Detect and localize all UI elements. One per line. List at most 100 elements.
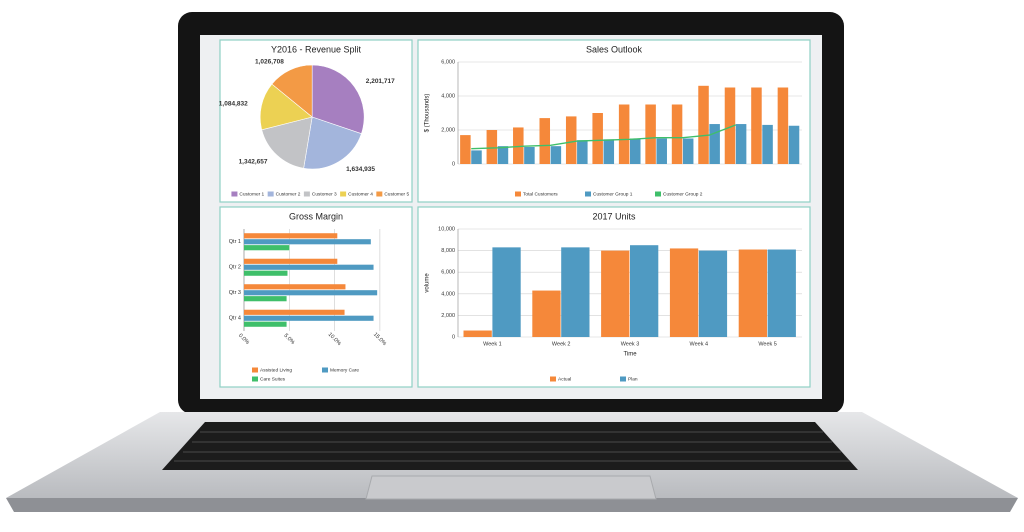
bar [630, 245, 659, 337]
bar [244, 321, 287, 327]
chart-title: Sales Outlook [586, 44, 643, 54]
bar [618, 104, 630, 164]
bar [244, 270, 288, 276]
bar [777, 87, 789, 164]
legend-swatch [340, 191, 347, 197]
bar [244, 290, 378, 296]
pie-slice [259, 83, 313, 131]
y-tick-label: 6,000 [441, 59, 455, 65]
bar [244, 264, 374, 270]
bar [565, 116, 577, 164]
legend-swatch [322, 367, 328, 373]
legend-label: Memory Care [330, 367, 359, 373]
legend-label: Plan [628, 376, 638, 382]
base-edge [6, 498, 1018, 512]
bar [698, 250, 728, 337]
legend-swatch [620, 376, 626, 382]
legend-label: Customer 5 [384, 191, 409, 197]
y-tick-label: Qtr 4 [229, 316, 241, 322]
bar [244, 258, 338, 264]
pie-slice [311, 64, 365, 135]
x-axis-label: Time [623, 352, 637, 358]
x-tick-label: Week 4 [690, 341, 709, 347]
slice-label: 1,084,832 [219, 100, 248, 107]
pie-slice [271, 64, 313, 118]
legend-label: Customer 1 [239, 191, 264, 197]
legend-label: Assisted Living [260, 367, 292, 373]
y-tick-label: 4,000 [441, 291, 455, 297]
slice-label: 1,634,935 [346, 166, 375, 173]
legend-swatch [252, 367, 258, 373]
bar [669, 248, 699, 337]
bar [244, 309, 345, 315]
bar [601, 250, 630, 337]
bar [513, 127, 524, 164]
legend-swatch [376, 191, 383, 197]
legend-swatch [252, 376, 258, 382]
bar [735, 124, 747, 164]
bar [561, 247, 590, 337]
slice-label: 1,342,657 [239, 159, 268, 166]
legend-label: Customer Group 1 [593, 191, 633, 197]
y-tick-label: 2,000 [441, 127, 455, 133]
bar [645, 104, 656, 164]
legend-label: Customer 4 [348, 191, 373, 197]
legend-label: Actual [558, 376, 571, 382]
bar [738, 249, 767, 337]
bar [524, 147, 535, 164]
bar [724, 87, 736, 164]
bar [788, 125, 800, 164]
y-tick-label: 2,000 [441, 313, 455, 319]
legend-swatch [550, 376, 556, 382]
chart-title: Gross Margin [289, 211, 343, 221]
bar [656, 138, 667, 164]
chart-title: Y2016 - Revenue Split [271, 44, 362, 54]
bar [682, 138, 694, 164]
bar [463, 330, 492, 337]
bar [698, 85, 709, 164]
y-tick-label: 8,000 [441, 248, 455, 254]
chart-title: 2017 Units [592, 211, 636, 221]
panels [219, 39, 811, 388]
bar [244, 315, 374, 321]
y-tick-label: Qtr 2 [229, 265, 241, 271]
bar [671, 104, 683, 164]
legend-label: Total Customers [523, 191, 558, 197]
bar [630, 138, 641, 164]
bar [497, 146, 509, 164]
y-tick-label: 0 [452, 161, 455, 167]
y-tick-label: 10,000 [438, 226, 455, 232]
keyboard-rows [174, 431, 850, 462]
legend-swatch [585, 191, 591, 197]
bar [767, 249, 796, 337]
pie-slice [261, 116, 313, 169]
legend-label: Customer Group 2 [663, 191, 703, 197]
y-axis-label: $ (Thousands) [425, 94, 431, 133]
bar [577, 140, 588, 164]
bar [244, 239, 371, 245]
touchpad [365, 475, 657, 500]
bar [550, 146, 562, 164]
legend-swatch [231, 191, 238, 197]
bar [751, 87, 762, 164]
y-tick-label: Qtr 3 [229, 290, 241, 296]
bar [492, 247, 521, 337]
bar [244, 245, 290, 251]
bar [539, 118, 551, 164]
x-tick-label: Week 5 [758, 341, 777, 347]
bar [592, 113, 603, 164]
bar [762, 124, 773, 164]
legend-label: Customer 2 [276, 191, 301, 197]
legend-swatch [303, 191, 310, 197]
y-tick-label: 4,000 [441, 93, 455, 99]
panel [417, 39, 811, 203]
keyboard [162, 422, 858, 470]
legend-label: Customer 3 [312, 191, 337, 197]
pie-slice [303, 116, 362, 170]
bar [244, 296, 287, 302]
bar [709, 124, 720, 164]
bar [486, 130, 498, 164]
legend-swatch [655, 191, 661, 197]
